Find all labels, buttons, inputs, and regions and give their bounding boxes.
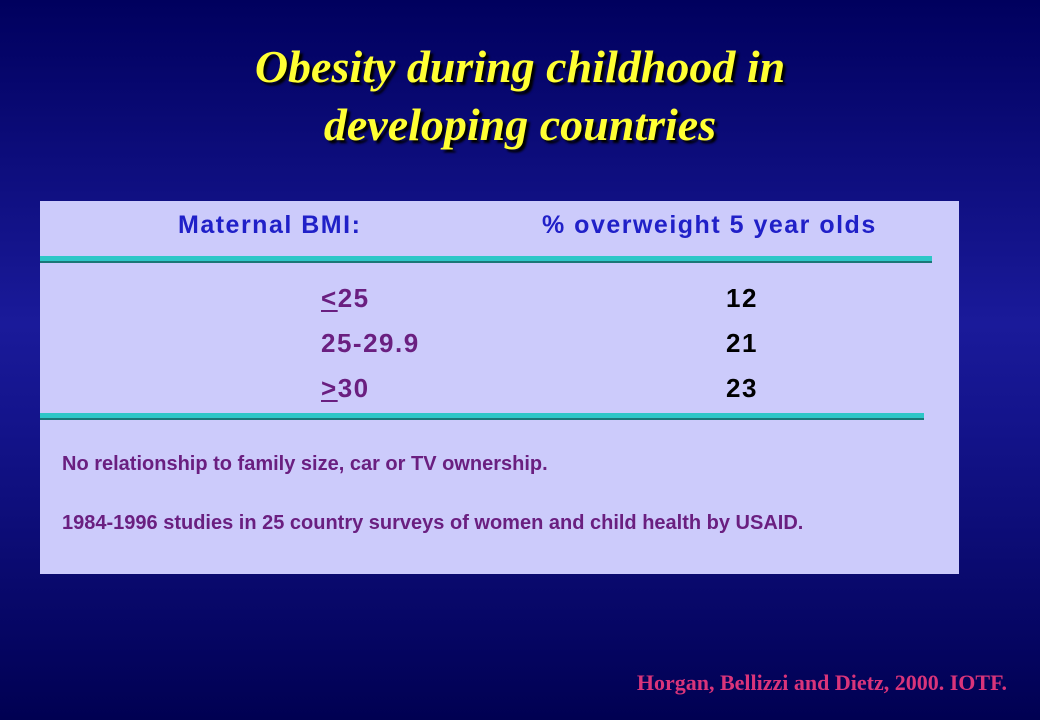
bmi-cell-row-1: <25 [321, 283, 370, 314]
bmi-value: 25 [337, 283, 370, 313]
slide-title-line-2: developing countries [323, 99, 717, 150]
bmi-table-panel: Maternal BMI: % overweight 5 year olds <… [40, 201, 959, 574]
percent-cell-row-2: 21 [726, 328, 758, 358]
slide-title: Obesity during childhood in developing c… [0, 38, 1040, 154]
note-studies-source: 1984-1996 studies in 25 country surveys … [62, 512, 804, 534]
bmi-value: 30 [337, 373, 370, 403]
header-percent-overweight: % overweight 5 year olds [542, 211, 877, 239]
greater-equal-symbol: > [321, 373, 338, 403]
note-family-size: No relationship to family size, car or T… [62, 453, 548, 475]
table-bottom-rule [40, 413, 924, 418]
table-top-rule [40, 256, 932, 261]
less-equal-symbol: < [321, 283, 338, 313]
citation: Horgan, Bellizzi and Dietz, 2000. IOTF. [636, 670, 1007, 695]
slide-title-line-1: Obesity during childhood in [254, 41, 786, 92]
percent-cell-row-1: 12 [726, 283, 758, 313]
bmi-cell-row-2: 25-29.9 [321, 328, 420, 358]
header-maternal-bmi: Maternal BMI: [178, 211, 362, 239]
bmi-cell-row-3: >30 [321, 373, 370, 404]
percent-cell-row-3: 23 [726, 373, 758, 403]
